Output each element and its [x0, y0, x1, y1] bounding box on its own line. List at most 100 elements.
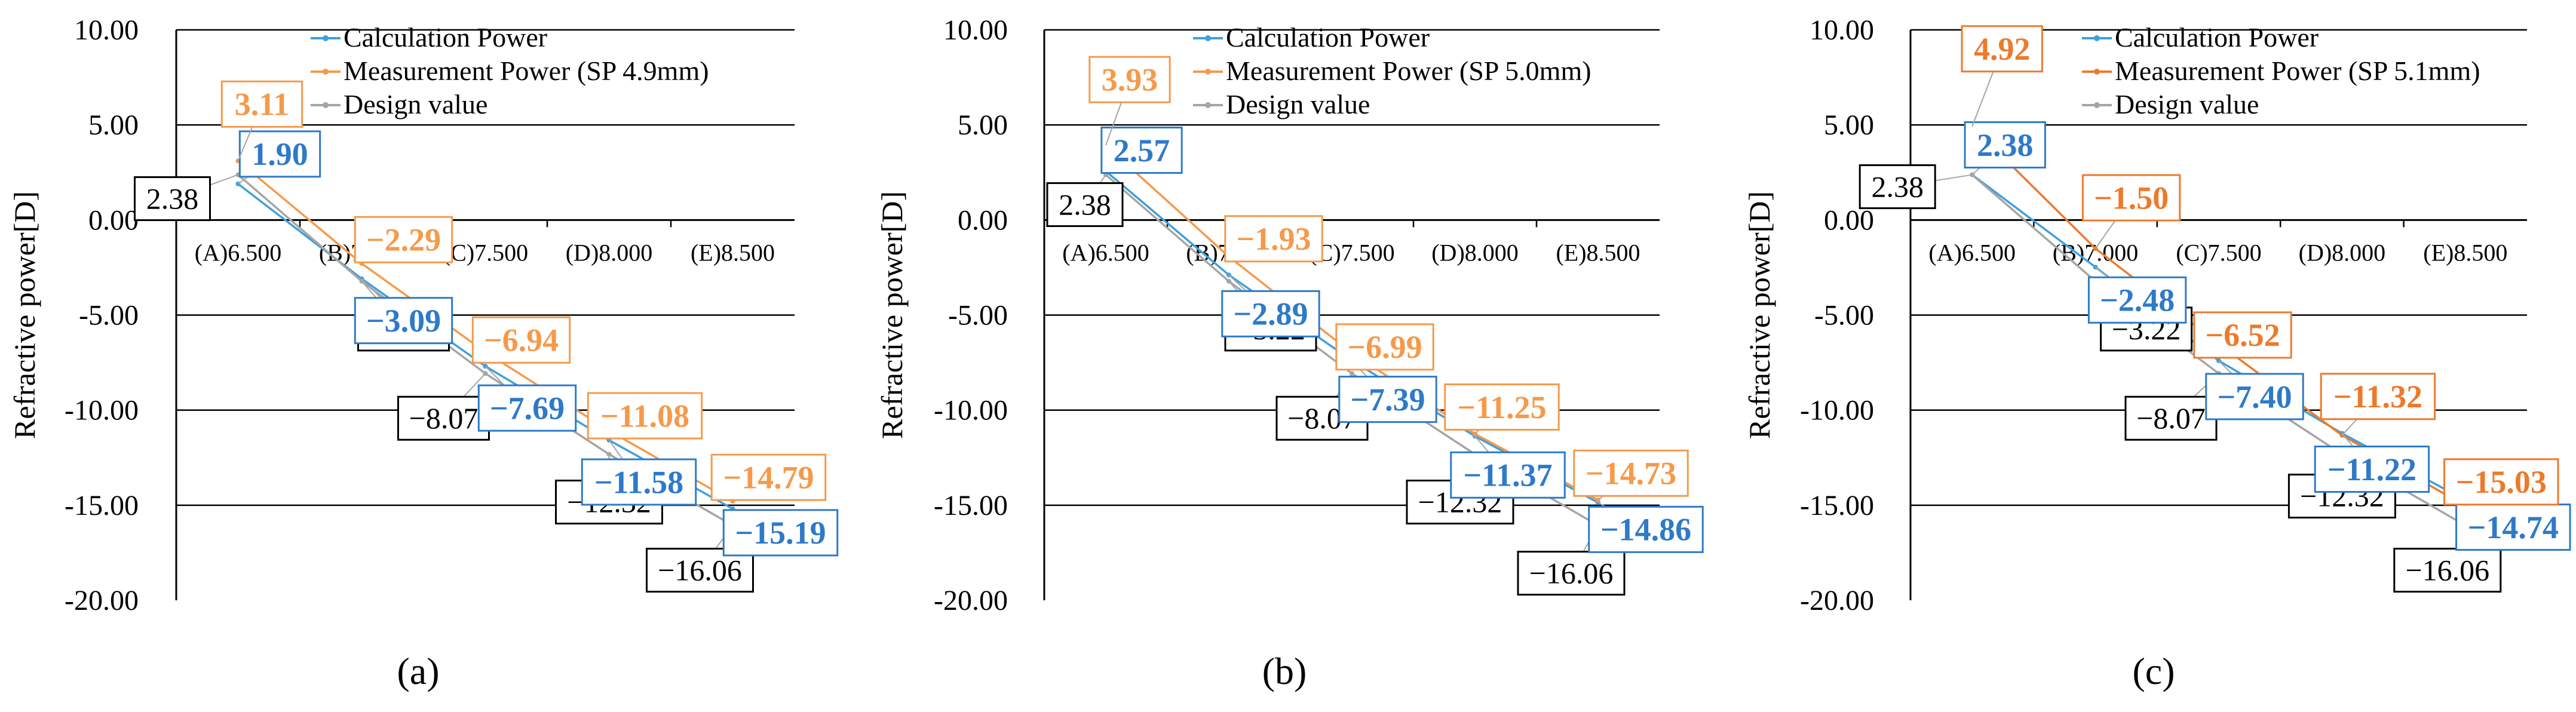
legend-label: Design value	[2115, 89, 2259, 119]
x-category-label: (A)6.500	[195, 239, 282, 266]
y-tick-label: -10.00	[934, 395, 1008, 426]
design-value-label-box	[397, 395, 490, 441]
calculation-power-data-label: 2.57	[1114, 133, 1170, 168]
legend-measurement-power: Measurement Power (SP 4.9mm)	[311, 56, 709, 86]
x-category-label: (A)6.500	[1928, 239, 2016, 266]
legend-calculation-power: Calculation Power	[311, 22, 547, 53]
x-category-label: (D)8.000	[2299, 239, 2386, 266]
measurement-power-data-label: −11.25	[1457, 389, 1546, 425]
x-category-label: (E)8.500	[2423, 239, 2507, 266]
legend-label: Calculation Power	[344, 22, 547, 53]
design-value-data-label: −8.07	[2136, 401, 2206, 435]
design-value-label-box	[1046, 182, 1124, 228]
design-value-label-box	[2393, 548, 2502, 593]
measurement-power-label-group: 3.11	[220, 80, 303, 161]
design-value-label-group: −8.07	[397, 373, 490, 441]
calculation-power-label-group: −2.89	[1221, 274, 1320, 337]
measurement-power-data-label: 3.93	[1102, 62, 1158, 98]
design-value-label-group: −16.06	[646, 524, 754, 593]
calculation-power-label-group: −15.19	[722, 508, 839, 557]
measurement-power-label-box	[2443, 458, 2559, 506]
y-tick-label: -20.00	[1800, 585, 1874, 616]
series-line-segment	[237, 174, 363, 283]
legend-label: Measurement Power (SP 5.0mm)	[1226, 56, 1591, 86]
measurement-power-label-box	[1573, 449, 1689, 497]
y-tick-label: 0.00	[958, 204, 1008, 236]
chart-panel-c: 10.00 5.00 0.00 -5.00 -10.00 -15.00 -20.00 Refr…	[1743, 14, 2571, 692]
design-value-label-group: −8.07	[2124, 373, 2219, 441]
calculation-power-label-box	[477, 384, 577, 432]
calculation-power-label-box	[581, 458, 697, 506]
measurement-power-data-label: −6.94	[484, 323, 559, 358]
panel-caption: (b)	[1262, 650, 1307, 692]
calculation-power-label-box	[1588, 505, 1704, 553]
series-measurement-power	[1103, 143, 1600, 503]
measurement-power-label-group: −6.94	[471, 316, 571, 364]
measurement-power-data-label: −14.79	[723, 460, 814, 496]
series-line-segment	[1105, 170, 1230, 276]
design-value-data-label: −16.06	[2405, 554, 2489, 587]
measurement-power-label-group: −15.03	[2443, 458, 2559, 507]
x-category-label: (B)7.000	[2053, 239, 2138, 266]
y-tick-label: -20.00	[65, 585, 139, 616]
calculation-power-label-box	[1450, 451, 1566, 499]
measurement-power-label-group: −11.25	[1444, 383, 1560, 435]
design-value-data-label: −8.07	[409, 401, 479, 435]
calculation-power-label-group: −11.58	[581, 440, 697, 506]
calculation-power-label-group: −11.37	[1450, 435, 1566, 499]
y-tick-label: 5.00	[1824, 109, 1874, 141]
calculation-power-label-box	[2314, 446, 2430, 493]
measurement-power-label-box	[2193, 311, 2292, 359]
calculation-power-label-group: 2.57	[1100, 127, 1183, 174]
design-value-label-group: 2.38	[1859, 164, 1973, 210]
measurement-power-label-group: −14.79	[710, 453, 827, 502]
legend-label: Calculation Power	[2115, 22, 2319, 53]
series-line-segment	[1105, 174, 1230, 283]
design-value-label-group: 2.38	[134, 174, 238, 222]
x-category-label: (E)8.500	[1556, 239, 1640, 266]
y-tick-label: 5.00	[958, 109, 1008, 141]
design-value-label-box	[1517, 551, 1626, 596]
y-axis-title: Refractive power[D]	[875, 191, 909, 439]
measurement-power-data-label: −6.99	[1347, 329, 1422, 365]
series-line-segment	[237, 159, 363, 265]
y-tick-label: -10.00	[65, 395, 139, 426]
calculation-power-data-label: −7.69	[490, 390, 565, 426]
legend-marker	[2094, 102, 2100, 108]
chart-panel-b: 10.00 5.00 0.00 -5.00 -10.00 -15.00 -20.00 Refr…	[875, 14, 1704, 692]
measurement-power-data-label: −11.32	[2333, 379, 2422, 415]
calculation-power-data-label: −2.48	[2100, 283, 2175, 318]
y-axis-title: Refractive power[D]	[1743, 191, 1776, 439]
design-value-data-label: 2.38	[1871, 170, 1924, 204]
calculation-power-label-group: 1.90	[237, 130, 321, 185]
calculation-power-label-box	[354, 297, 453, 345]
series-line-segment	[1971, 174, 2096, 283]
measurement-power-data-label: −6.52	[2205, 317, 2280, 353]
design-value-label-box	[134, 176, 211, 222]
calculation-power-label-box	[1221, 290, 1320, 337]
calculation-power-label-box	[1338, 376, 1437, 423]
measurement-power-label-box	[354, 216, 453, 263]
measurement-power-data-label: −15.03	[2456, 464, 2547, 500]
calculation-power-label-group: −3.09	[354, 278, 453, 345]
y-axis-title: Refractive power[D]	[8, 191, 41, 439]
y-tick-label: 10.00	[1810, 14, 1874, 46]
measurement-power-label-group: −2.29	[354, 216, 453, 265]
legend-design-value: Design value	[2082, 89, 2259, 119]
measurement-power-data-label: 3.11	[235, 87, 290, 122]
legend-measurement-power: Measurement Power (SP 5.1mm)	[2082, 56, 2480, 86]
y-tick-label: -10.00	[1800, 395, 1874, 426]
legend-marker	[1205, 102, 1211, 108]
legend-label: Calculation Power	[1226, 22, 1430, 53]
measurement-power-label-box	[1335, 323, 1434, 371]
measurement-power-data-label: −11.08	[600, 398, 689, 434]
design-value-data-label: −16.06	[658, 554, 742, 587]
measurement-power-data-label: 4.92	[1974, 31, 2031, 67]
design-value-label-box	[2124, 395, 2218, 441]
calculation-power-label-box	[1100, 127, 1183, 174]
legend-marker	[323, 69, 329, 75]
calculation-power-label-group: −11.22	[2314, 432, 2430, 493]
calculation-power-label-box	[1964, 121, 2046, 169]
calculation-power-data-label: 2.38	[1977, 127, 2034, 163]
